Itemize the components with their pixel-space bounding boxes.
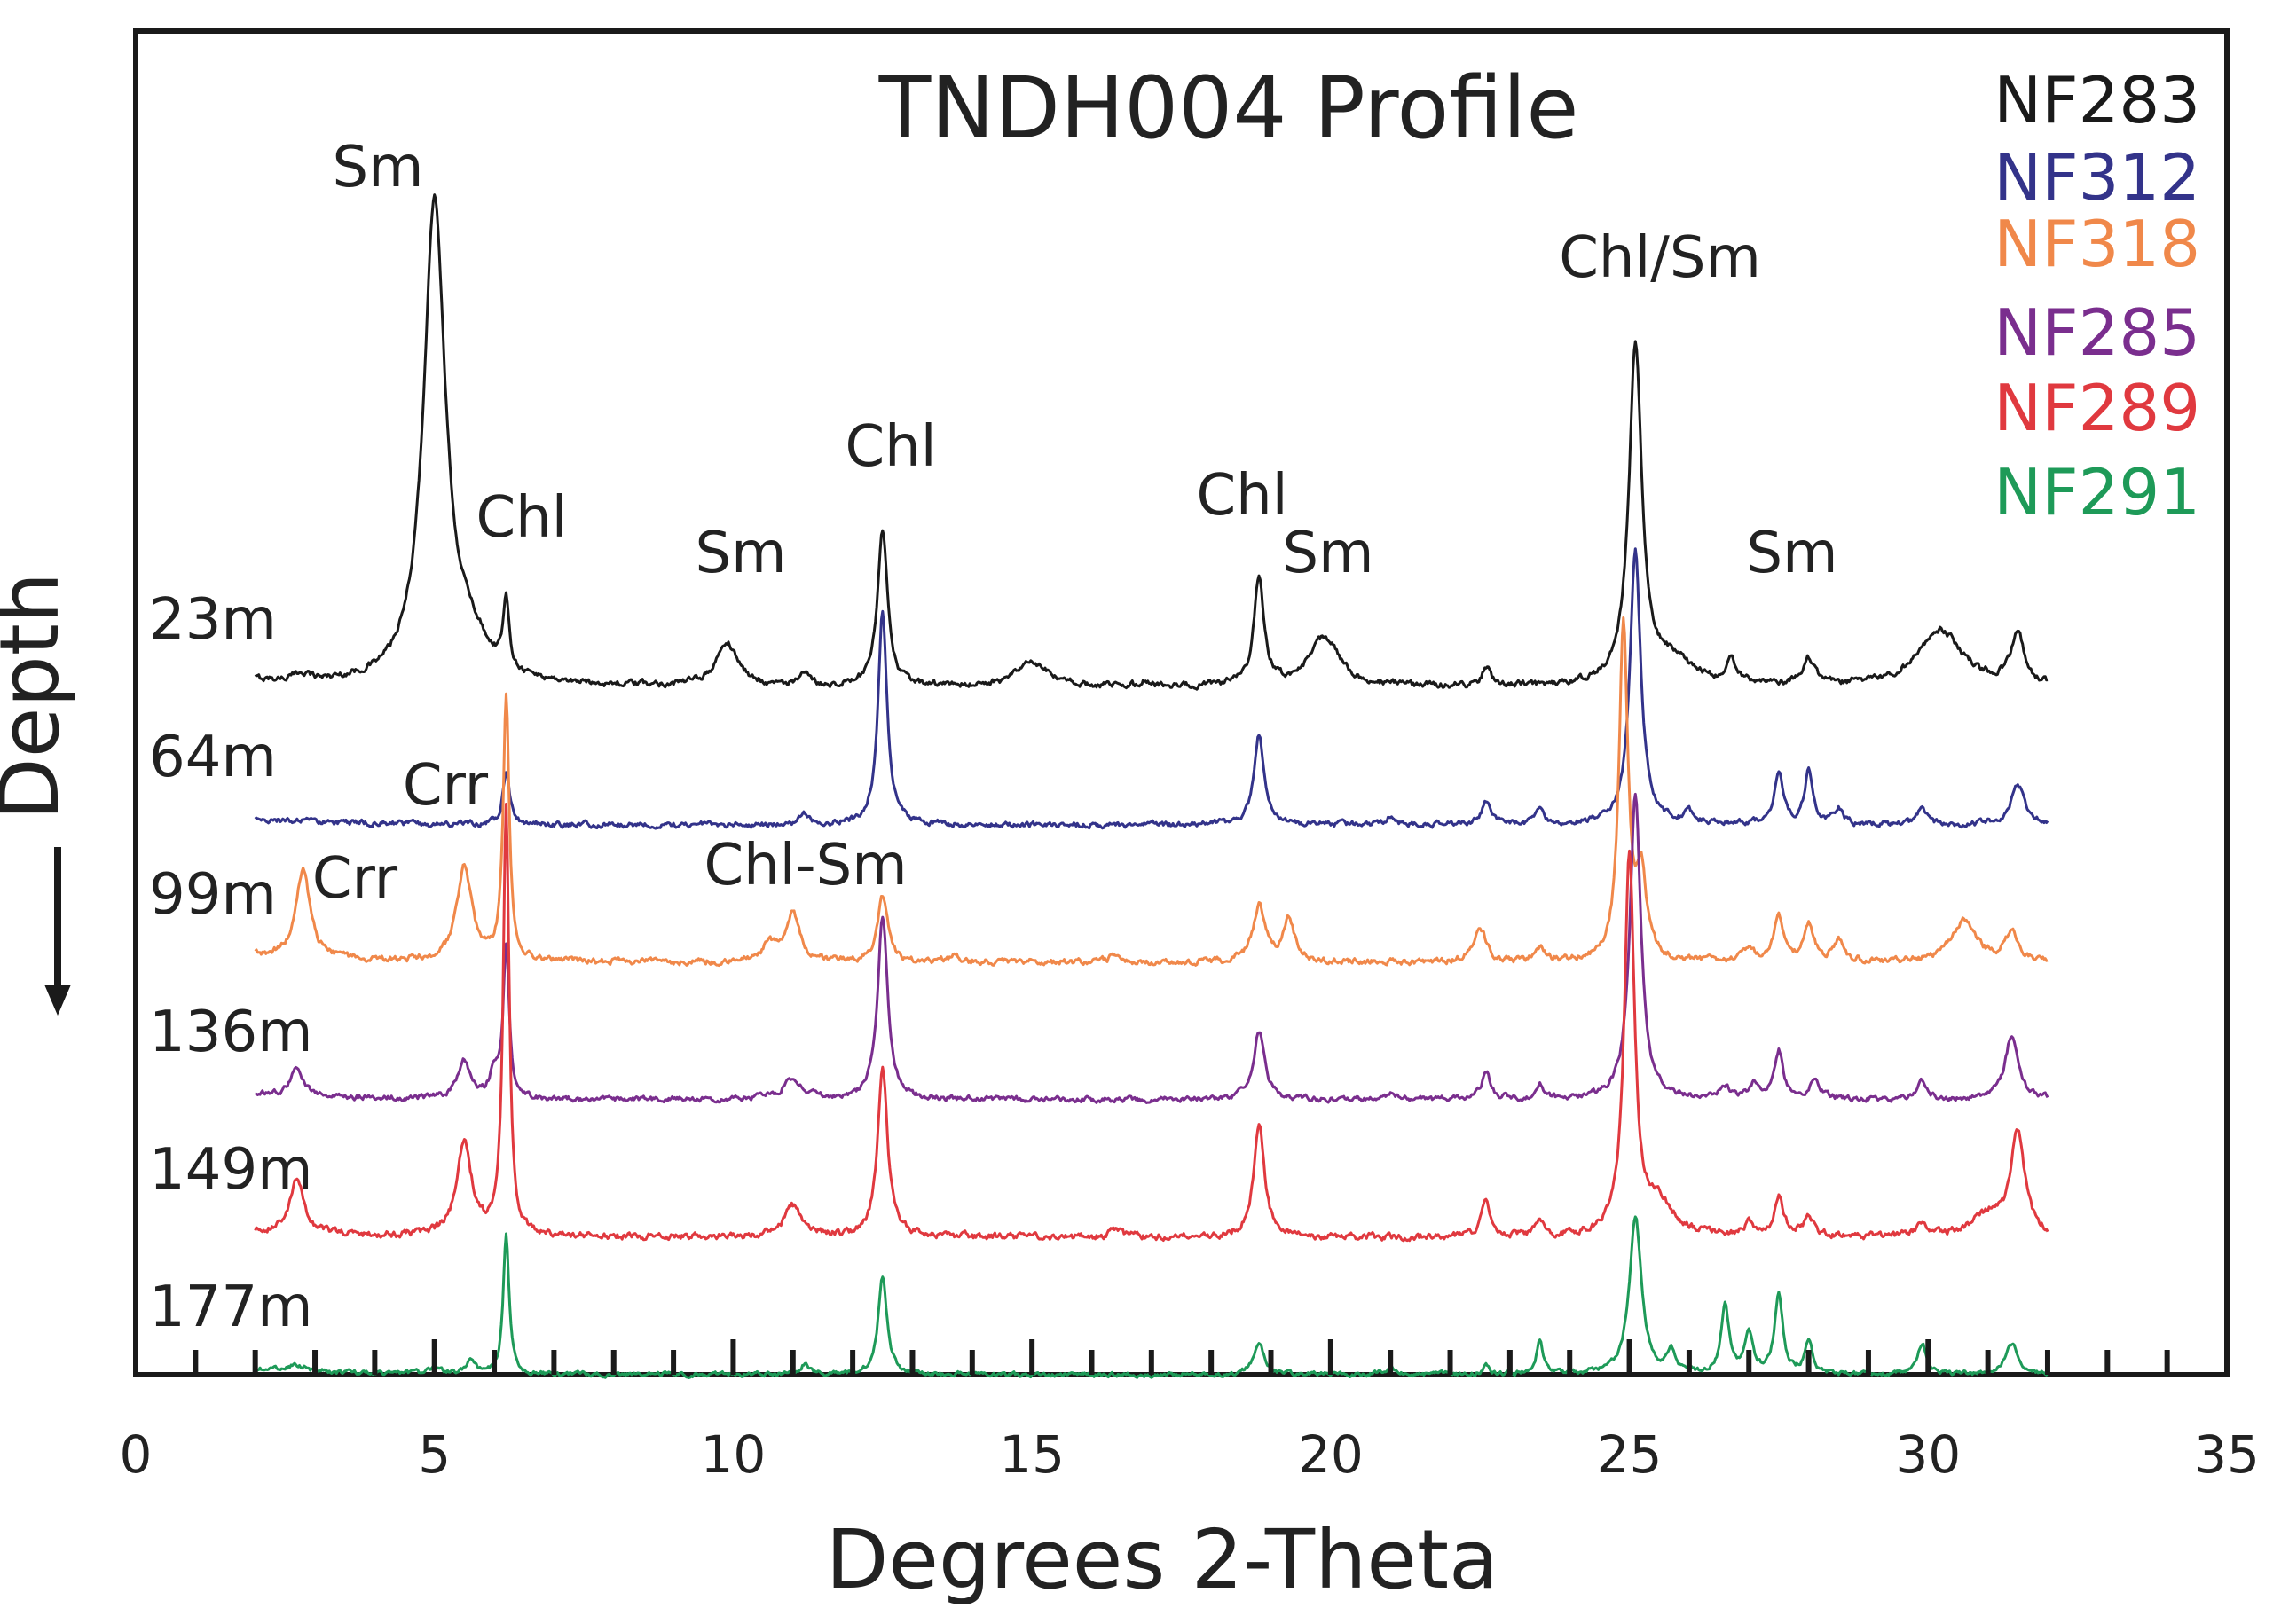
series-line-nf291 xyxy=(254,1215,2049,1379)
series-line-nf285 xyxy=(255,792,2049,1104)
annotation-sm-2: Sm xyxy=(696,521,787,586)
legend-item-nf285: NF285 xyxy=(1994,295,2200,370)
series-line-nf289 xyxy=(254,803,2049,1243)
annotation-chl-3: Chl xyxy=(1196,463,1287,529)
legend-item-nf291: NF291 xyxy=(1994,455,2200,530)
annotation-crr-1: Crr xyxy=(403,753,489,819)
depth-label-149m: 149m xyxy=(149,1137,313,1203)
y-axis-label: Depth xyxy=(0,572,77,820)
depth-arrow-head xyxy=(44,985,71,1016)
depth-label-177m: 177m xyxy=(149,1275,313,1340)
depth-label-64m: 64m xyxy=(149,725,277,790)
peak-annotations: Sm Chl Sm Chl Chl Sm Chl/Sm Sm Crr Crr C… xyxy=(312,135,1838,912)
legend-item-nf283: NF283 xyxy=(1994,63,2200,137)
x-axis-label: Degrees 2-Theta xyxy=(826,1512,1499,1607)
x-tick-label-20: 20 xyxy=(1298,1424,1364,1485)
legend-item-nf318: NF318 xyxy=(1994,207,2200,281)
x-tick-label-10: 10 xyxy=(701,1424,767,1485)
depth-label-99m: 99m xyxy=(149,862,277,928)
depth-label-23m: 23m xyxy=(149,587,277,653)
annotation-sm-1: Sm xyxy=(333,135,424,200)
annotation-chl-2: Chl xyxy=(845,414,936,480)
annotation-chl-dash-sm: Chl-Sm xyxy=(704,833,907,898)
x-tick-label-25: 25 xyxy=(1597,1424,1663,1485)
x-tick-label-0: 0 xyxy=(120,1424,153,1485)
plot-frame xyxy=(133,28,2230,1377)
annotation-sm-3: Sm xyxy=(1283,521,1374,586)
x-tick-label-35: 35 xyxy=(2194,1424,2260,1485)
annotation-chl-sm: Chl/Sm xyxy=(1559,225,1761,291)
depth-labels: 23m 64m 99m 136m 149m 177m xyxy=(149,587,313,1340)
chart-title: TNDH004 Profile xyxy=(878,59,1579,158)
legend: NF283 NF312 NF318 NF285 NF289 NF291 xyxy=(1994,63,2200,530)
x-axis: 0 5 10 15 20 25 30 35 xyxy=(120,1339,2260,1485)
series-line-nf318 xyxy=(254,616,2049,968)
legend-item-nf312: NF312 xyxy=(1994,140,2200,215)
series-line-nf312 xyxy=(254,547,2049,830)
annotation-sm-4: Sm xyxy=(1747,521,1838,586)
legend-item-nf289: NF289 xyxy=(1994,371,2200,445)
series-layer xyxy=(254,193,2049,1379)
annotation-chl-1: Chl xyxy=(476,485,567,551)
x-tick-label-5: 5 xyxy=(418,1424,451,1485)
annotation-crr-2: Crr xyxy=(312,846,398,912)
x-tick-label-30: 30 xyxy=(1895,1424,1961,1485)
depth-axis: Depth xyxy=(0,572,77,1016)
x-tick-label-15: 15 xyxy=(999,1424,1065,1485)
depth-label-136m: 136m xyxy=(149,1000,313,1065)
series-line-nf283 xyxy=(254,193,2049,691)
